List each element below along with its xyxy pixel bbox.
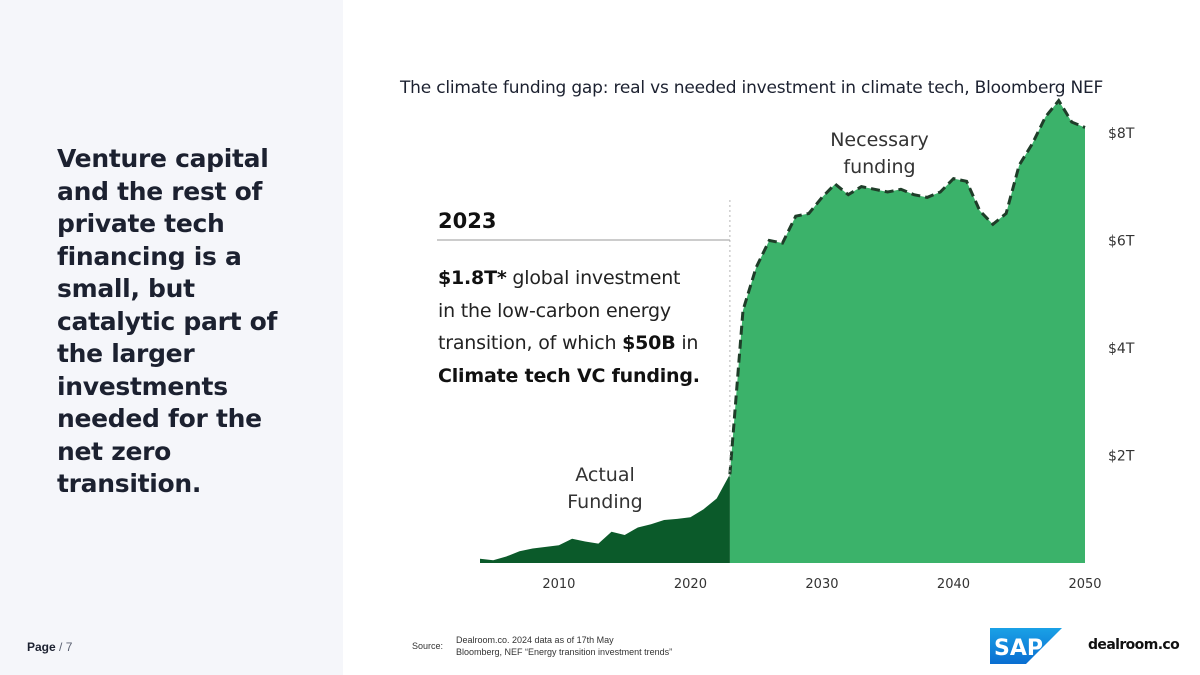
necessary-funding-area xyxy=(729,100,1085,563)
y-tick-label-4: $4T xyxy=(1108,341,1135,357)
y-axis-ticks: $2T $4T $6T $8T xyxy=(1108,126,1135,465)
x-tick-label-2020: 2020 xyxy=(674,577,707,592)
callout-vc-amount: $50B xyxy=(622,332,676,354)
x-tick-label-2050: 2050 xyxy=(1068,577,1101,592)
x-tick-label-2030: 2030 xyxy=(805,577,838,592)
callout-vc-label: Climate tech VC funding. xyxy=(438,364,700,387)
source-text: Dealroom.co. 2024 data as of 17th May Bl… xyxy=(456,634,672,658)
callout-total: $1.8T* xyxy=(438,267,507,289)
y-tick-label-2: $2T xyxy=(1108,448,1135,464)
source-line-1: Dealroom.co. 2024 data as of 17th May xyxy=(456,635,614,645)
sap-logo-text: SAP xyxy=(994,636,1043,661)
necessary-funding-dashed-line xyxy=(728,98,1086,475)
page-number-value: 7 xyxy=(65,640,73,654)
actual-funding-area xyxy=(480,474,730,563)
page-separator: / xyxy=(55,640,66,654)
page-number: Page / 7 xyxy=(27,640,72,654)
x-tick-label-2040: 2040 xyxy=(937,577,970,592)
chart-title: The climate funding gap: real vs needed … xyxy=(400,78,1104,98)
callout-text-2: in xyxy=(675,332,699,354)
callout-year: 2023 xyxy=(438,209,497,233)
x-tick-label-2010: 2010 xyxy=(542,577,575,592)
y-tick-label-6: $6T xyxy=(1108,233,1135,249)
headline: Venture capital and the rest of private … xyxy=(57,144,278,498)
dealroom-logo: dealroom.co xyxy=(1088,637,1180,653)
source-line-2: Bloomberg, NEF “Energy transition invest… xyxy=(456,647,673,657)
source-label: Source: xyxy=(412,641,444,651)
callout-text: $1.8T* global investment in the low-carb… xyxy=(438,262,703,392)
callout-text-1: global investment in the low-carbon ener… xyxy=(438,267,681,354)
label-necessary-funding: Necessary funding xyxy=(830,129,929,178)
page-label: Page xyxy=(27,640,56,654)
sap-logo: SAP xyxy=(990,628,1062,664)
left-panel xyxy=(0,0,343,675)
y-tick-label-8: $8T xyxy=(1108,126,1135,142)
label-actual-funding: Actual Funding xyxy=(567,464,643,513)
x-axis-ticks: 2010 2020 2030 2040 2050 xyxy=(542,577,1101,592)
